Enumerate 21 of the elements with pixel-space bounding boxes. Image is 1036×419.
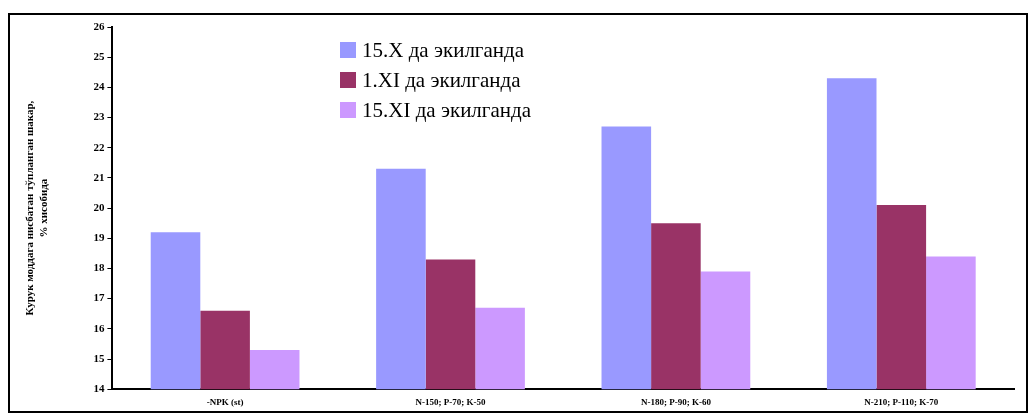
y-tick-label: 22: [93, 140, 105, 153]
x-tick-label: N-180; P-90; K-60: [640, 396, 712, 407]
x-tick-label: -NPK (st): [206, 396, 244, 407]
y-tick-label: 18: [93, 261, 105, 274]
legend-label: 1.XI да экилганда: [362, 67, 521, 94]
y-tick-label: 26: [93, 19, 105, 32]
y-tick-label: 19: [93, 231, 105, 244]
y-tick-label: 25: [93, 50, 105, 63]
y-tick-label: 17: [93, 291, 105, 304]
x-tick-label: N-210; P-110; K-70: [864, 396, 939, 407]
y-tick-label: 24: [93, 80, 105, 93]
y-tick-label: 16: [93, 321, 105, 334]
y-tick-label: 20: [93, 200, 105, 213]
y-tick-label: 14: [93, 382, 105, 395]
y-tick-label: 23: [93, 110, 105, 123]
y-tick-label: 15: [93, 351, 105, 364]
legend-label: 15.X да экилганда: [362, 37, 525, 64]
legend-label: 15.XI да экилганда: [362, 97, 532, 124]
x-tick-label: N-150; P-70; K-50: [415, 396, 486, 407]
y-tick-label: 21: [93, 170, 105, 183]
y-axis-title: Курук моддага нисбатан тўпланган шакар, % хисобида: [23, 100, 49, 316]
